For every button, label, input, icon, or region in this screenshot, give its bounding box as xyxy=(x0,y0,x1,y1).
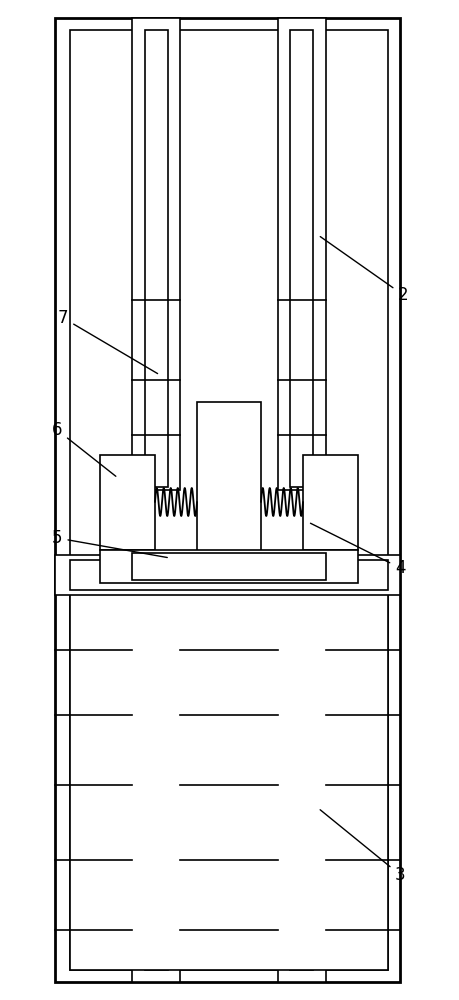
Bar xyxy=(289,30,312,487)
Bar xyxy=(145,590,168,970)
Bar xyxy=(132,553,325,580)
Text: 2: 2 xyxy=(319,237,408,304)
Text: 7: 7 xyxy=(58,309,157,374)
Text: 3: 3 xyxy=(319,810,405,884)
Text: 5: 5 xyxy=(52,529,167,558)
Text: 6: 6 xyxy=(52,421,116,476)
Bar xyxy=(289,590,312,970)
Bar xyxy=(302,455,357,550)
Bar xyxy=(55,555,399,595)
Bar xyxy=(70,590,387,970)
Bar xyxy=(145,30,168,487)
Bar xyxy=(100,550,357,583)
Bar xyxy=(70,560,387,590)
Text: 4: 4 xyxy=(310,523,405,577)
Bar xyxy=(55,18,399,982)
Bar xyxy=(196,402,260,560)
Bar xyxy=(277,18,325,490)
Bar xyxy=(70,30,387,970)
Bar xyxy=(277,580,325,982)
Bar xyxy=(132,580,179,982)
Bar xyxy=(100,455,155,550)
Bar xyxy=(132,18,179,490)
